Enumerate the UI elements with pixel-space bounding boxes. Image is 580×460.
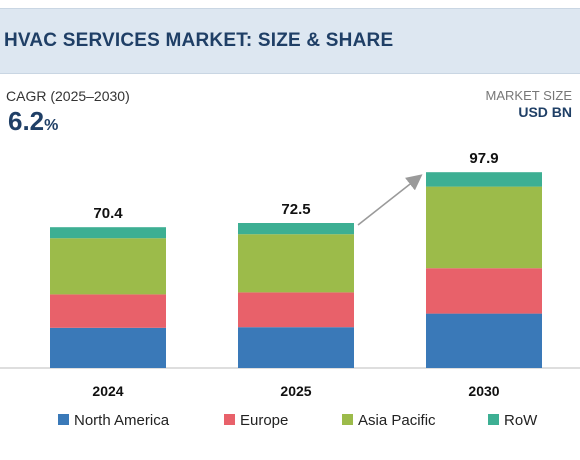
legend-swatch-row <box>488 414 499 425</box>
cagr-label: CAGR (2025–2030) <box>6 88 130 104</box>
bar-segment-row-2025 <box>238 223 354 235</box>
market-size-unit: USD BN <box>518 104 572 120</box>
bar-segment-asia-pacific-2025 <box>238 234 354 293</box>
bar-segment-asia-pacific-2030 <box>426 186 542 269</box>
bar-segment-europe-2024 <box>50 294 166 328</box>
bars-group: 70.4 2024 72.5 2025 97.9 2030 <box>50 150 542 399</box>
bar-segment-europe-2030 <box>426 268 542 314</box>
legend-swatch-asia-pacific <box>342 414 353 425</box>
growth-arrow-line <box>357 174 423 226</box>
bar-segment-row-2030 <box>426 172 542 187</box>
legend-swatch-north-america <box>58 414 69 425</box>
bar-total-label: 97.9 <box>469 150 498 167</box>
legend-label: RoW <box>504 412 538 429</box>
bar-total-label: 72.5 <box>281 201 310 218</box>
bar-total-label: 70.4 <box>93 205 123 222</box>
market-size-label: MARKET SIZE <box>485 88 572 103</box>
chart-header: HVAC SERVICES MARKET: SIZE & SHARE <box>0 8 580 74</box>
bar-segment-north-america-2025 <box>238 327 354 368</box>
bar-segment-north-america-2024 <box>50 327 166 368</box>
cagr-unit: % <box>44 117 59 134</box>
x-tick-label: 2025 <box>280 383 311 399</box>
cagr-value: 6.2 <box>8 106 45 136</box>
cagr-value-block: 6.2% <box>8 106 58 137</box>
growth-arrow <box>357 174 423 226</box>
legend-label: Europe <box>240 412 288 429</box>
x-tick-label: 2030 <box>468 383 499 399</box>
legend-label: North America <box>74 412 170 429</box>
x-tick-label: 2024 <box>92 383 123 399</box>
legend-swatch-europe <box>224 414 235 425</box>
bar-segment-asia-pacific-2024 <box>50 238 166 295</box>
bar-segment-row-2024 <box>50 227 166 239</box>
bar-segment-europe-2025 <box>238 292 354 328</box>
bar-segment-north-america-2030 <box>426 313 542 368</box>
legend: North America Europe Asia Pacific RoW <box>58 412 538 429</box>
legend-label: Asia Pacific <box>358 412 436 429</box>
chart-title: HVAC SERVICES MARKET: SIZE & SHARE <box>4 30 394 51</box>
